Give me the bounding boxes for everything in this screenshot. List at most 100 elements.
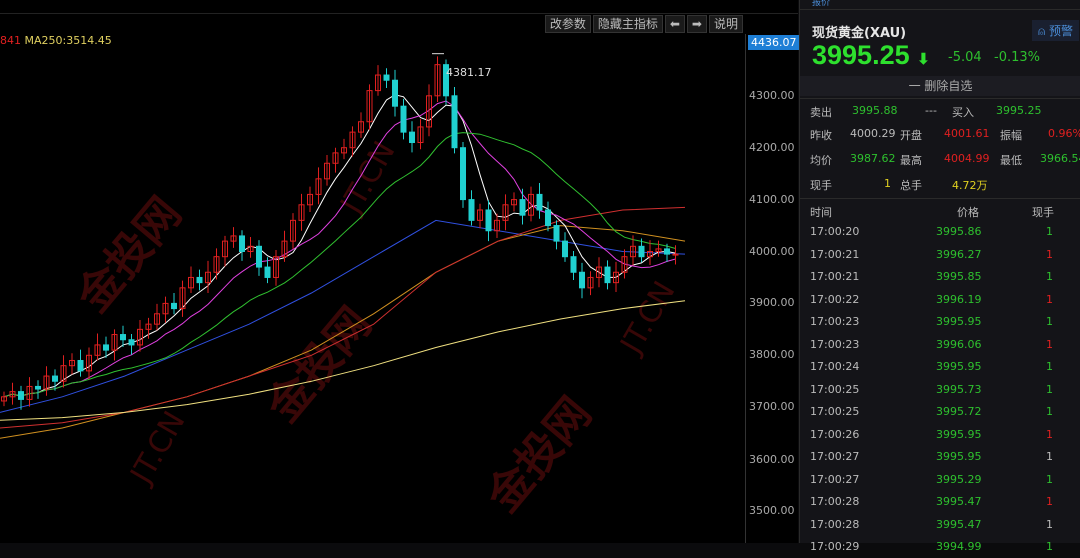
sell-volume: --- <box>925 104 937 117</box>
sell-label: 卖出 <box>810 106 832 119</box>
chart-top-bar <box>0 0 798 14</box>
trade-price: 3996.06 <box>936 337 982 351</box>
candle-body <box>434 64 441 97</box>
prev-close-label: 昨收 <box>810 129 832 142</box>
trade-row: 17:00:28 3995.47 1 <box>800 490 1080 513</box>
trade-time: 17:00:28 <box>810 517 860 531</box>
trade-volume: 1 <box>1046 292 1053 306</box>
last-price: 3995.25 ⬇ <box>812 40 930 71</box>
price-tick: 3800.00 <box>749 348 795 361</box>
trade-price: 3994.99 <box>936 540 982 553</box>
prev-close-value: 4000.29 <box>850 127 896 140</box>
candle-body <box>69 359 75 367</box>
remove-favorite-button[interactable]: 一 删除自选 <box>800 76 1080 96</box>
candle-body <box>570 256 577 273</box>
buy-label: 买入 <box>952 106 974 119</box>
trade-volume: 1 <box>1046 472 1053 486</box>
avg-label: 均价 <box>810 154 832 167</box>
candle-body <box>111 334 118 351</box>
candle-body <box>154 313 160 325</box>
candle-body <box>43 375 50 390</box>
trade-price: 3995.95 <box>936 360 982 373</box>
ma120-line <box>0 225 686 439</box>
candle-body <box>536 193 543 211</box>
candle-body <box>451 95 458 149</box>
quote-panel: 报价 现货黄金(XAU) ⍝ 预警 3995.25 ⬇ -5.04 -0.13%… <box>799 0 1080 553</box>
bid-ask-row: 卖出 3995.88 --- 买入 3995.25 <box>800 98 1080 122</box>
candle-body <box>579 271 585 289</box>
trade-row: 17:00:26 3995.95 1 <box>800 423 1080 446</box>
help-button[interactable]: 说明 <box>708 15 743 33</box>
candle-body <box>655 248 662 252</box>
trade-row: 17:00:29 3994.99 1 <box>800 535 1080 558</box>
candle-body <box>239 235 245 252</box>
arrow-right-icon[interactable]: ➡ <box>686 15 707 33</box>
col-price: 价格 <box>957 206 979 219</box>
candle-body <box>409 131 415 144</box>
trade-price: 3995.86 <box>936 225 982 238</box>
candle-body <box>281 240 288 258</box>
alert-label: 预警 <box>1049 24 1074 38</box>
trade-row: 17:00:23 3995.95 1 <box>800 310 1080 333</box>
candle-body <box>485 209 492 232</box>
candle-body <box>137 328 143 346</box>
trade-time: 17:00:23 <box>810 315 860 328</box>
trade-price: 3995.85 <box>936 270 982 283</box>
trade-volume: 1 <box>1046 427 1053 441</box>
trade-time: 17:00:25 <box>810 405 860 418</box>
candle-body <box>222 240 228 258</box>
trade-volume: 1 <box>1046 382 1053 396</box>
candle-body <box>630 245 636 258</box>
candle-body <box>596 266 602 278</box>
candle-body <box>417 126 424 144</box>
current-vol-label: 现手 <box>810 179 832 192</box>
candle-body <box>324 162 330 180</box>
tab-quote[interactable]: 报价 <box>800 0 1080 10</box>
trade-volume: 1 <box>1046 517 1053 531</box>
trade-price: 3995.47 <box>936 495 982 508</box>
candle-body <box>205 271 211 284</box>
alert-button[interactable]: ⍝ 预警 <box>1032 20 1080 41</box>
candle-body <box>290 219 296 242</box>
candle-body <box>460 147 466 201</box>
chart-toolbar: 改参数 隐藏主指标 ⬅ ➡ 说明 <box>544 15 743 33</box>
candle-body <box>366 90 373 123</box>
trade-time: 17:00:27 <box>810 472 860 486</box>
trade-price: 3995.95 <box>936 427 982 441</box>
candle-body <box>256 245 262 268</box>
trade-row: 17:00:27 3995.29 1 <box>800 468 1080 491</box>
candle-body <box>502 204 509 221</box>
edit-params-button[interactable]: 改参数 <box>544 15 591 33</box>
low-value: 3966.54 <box>1040 152 1080 165</box>
candle-body <box>162 302 169 315</box>
candle-body <box>18 391 24 400</box>
trade-volume: 1 <box>1046 225 1053 238</box>
candle-body <box>400 105 407 133</box>
hide-main-indicator-button[interactable]: 隐藏主指标 <box>592 15 663 33</box>
candle-body <box>443 64 449 97</box>
candle-body <box>545 209 551 227</box>
col-volume: 现手 <box>1032 206 1054 219</box>
kline-chart-area[interactable]: 金投网 金投网 金投网 JT.CN JT.CN JT.CN 改参数 隐藏主指标 ⬅ ➡ 说… <box>0 0 800 543</box>
trade-time: 17:00:22 <box>810 292 860 306</box>
ma-legend-fragment: 841 <box>0 34 21 47</box>
last-price-value: 3995.25 <box>812 40 910 70</box>
open-label: 开盘 <box>900 129 922 142</box>
candle-body <box>553 225 560 242</box>
ma-legend: 841 MA250:3514.45 <box>0 34 112 47</box>
candle-body <box>298 204 305 221</box>
instrument-name: 现货黄金(XAU) <box>812 26 907 41</box>
col-time: 时间 <box>810 206 832 219</box>
price-tick: 4300.00 <box>749 89 795 102</box>
candle-body <box>230 235 237 242</box>
high-value: 4004.99 <box>944 152 990 165</box>
trade-price: 3996.19 <box>936 292 982 306</box>
candle-body <box>664 248 670 255</box>
trade-volume: 1 <box>1046 247 1053 261</box>
candle-body <box>426 95 432 128</box>
candle-body <box>383 74 390 81</box>
arrow-left-icon[interactable]: ⬅ <box>664 15 685 33</box>
candle-body <box>26 385 33 400</box>
price-tick: 4000.00 <box>749 245 795 258</box>
trade-volume: 1 <box>1046 360 1053 373</box>
